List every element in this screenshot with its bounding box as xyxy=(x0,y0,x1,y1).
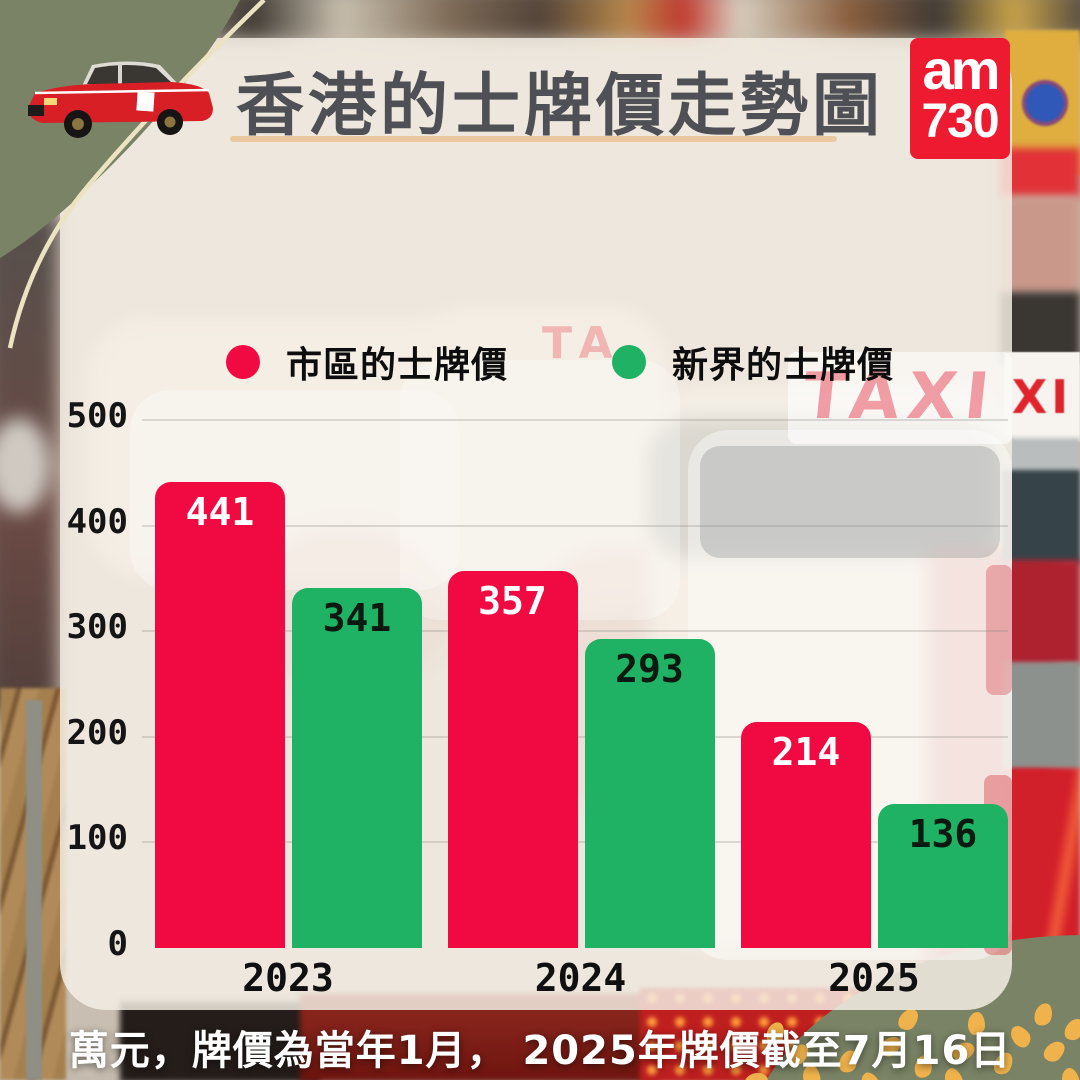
legend-label: 市區的士牌價 xyxy=(285,345,508,386)
building-reflection xyxy=(1002,662,1080,770)
gridline xyxy=(142,419,1008,421)
car-shadow xyxy=(120,1002,320,1080)
seed-shape xyxy=(968,1012,985,1035)
neon-sign xyxy=(1000,148,1080,198)
am730-logo-730: 730 xyxy=(921,95,999,148)
taxi-pillar xyxy=(118,64,122,86)
red-taxi-image xyxy=(28,61,213,138)
bar-value-label: 341 xyxy=(322,595,392,640)
x-axis-label: 2023 xyxy=(242,956,334,1000)
bar: 357 xyxy=(447,571,578,948)
legend-item-urban: 市區的士牌價 xyxy=(225,336,508,388)
taxi-hubcap xyxy=(164,116,176,128)
bar: 441 xyxy=(155,482,285,948)
taxi-windows xyxy=(87,65,173,84)
y-axis-tick: 100 xyxy=(66,818,128,859)
bar-value-label: 441 xyxy=(185,490,255,535)
x-axis-label: 2024 xyxy=(534,956,627,1000)
y-axis-tick: 0 xyxy=(107,924,128,964)
am730-logo-am: am xyxy=(922,38,1001,101)
legend-dot-green xyxy=(612,345,646,379)
title-underline xyxy=(230,136,837,142)
bar-value-label: 214 xyxy=(771,730,841,775)
taxi-headlight xyxy=(44,98,57,105)
olive-blob-shape xyxy=(0,0,240,258)
taxi-roofsign-edge-text: XI xyxy=(1011,370,1073,424)
y-axis-tick: 300 xyxy=(66,607,128,648)
red-car-arc xyxy=(1002,560,1080,664)
olive-blob-top-left xyxy=(0,0,266,349)
bar-value-label: 136 xyxy=(908,812,978,857)
car-roof-strip xyxy=(1002,438,1080,472)
car-window-edge xyxy=(1002,470,1080,564)
footnote: 萬元，牌價為當年1月， 2025年牌價截至7月16日 xyxy=(68,1028,1012,1074)
y-axis-tick: 400 xyxy=(66,501,128,542)
bar: 136 xyxy=(878,804,1008,948)
bar: 293 xyxy=(584,638,715,948)
y-axis-tick: 500 xyxy=(66,396,128,436)
blue-circle-sign xyxy=(1022,80,1068,126)
bar: 214 xyxy=(741,722,871,948)
taxi-roofsign-edge: XI xyxy=(1004,352,1080,442)
taxi-hubcap xyxy=(72,118,84,130)
y-axis-tick: 200 xyxy=(66,712,128,753)
taxi-stripe xyxy=(34,88,210,95)
gridline xyxy=(142,524,1008,527)
page-title: 香港的士牌價走勢圖 xyxy=(235,67,884,146)
bar-value-label: 357 xyxy=(478,579,547,623)
bar-value-label: 293 xyxy=(615,646,684,691)
taxi-grille xyxy=(28,105,44,116)
bar: 341 xyxy=(292,587,422,948)
x-axis-label: 2025 xyxy=(828,956,920,1000)
taxi-door-sign xyxy=(136,91,155,112)
storefront-blur xyxy=(1000,196,1080,296)
curb xyxy=(26,700,42,1080)
left-figure xyxy=(0,418,50,513)
cream-curve-line xyxy=(7,0,266,349)
am730-logo: am 730 xyxy=(910,38,1010,159)
legend-dot-red xyxy=(225,345,260,379)
